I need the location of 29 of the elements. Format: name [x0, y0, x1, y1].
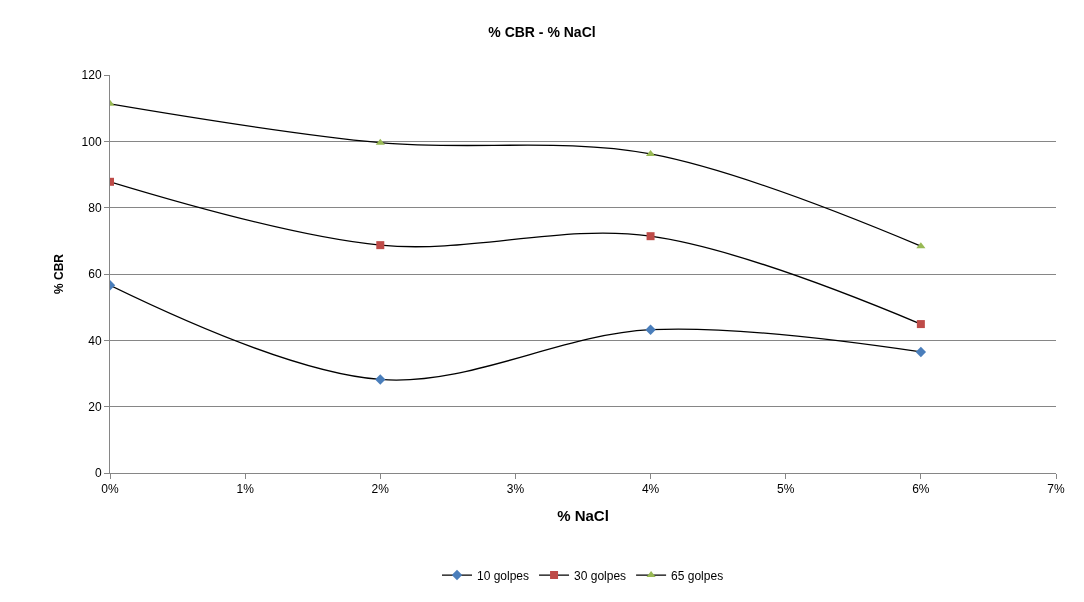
y-tick-label: 60: [88, 267, 102, 282]
y-tick-label: 20: [88, 399, 102, 414]
point: [916, 320, 925, 329]
x-tick-label: 3%: [506, 482, 525, 497]
x-tick-label: 5%: [777, 482, 795, 497]
y-tick-label: 80: [88, 200, 102, 215]
x-tick-label: 6%: [912, 482, 930, 497]
x-tick-label: 4%: [641, 482, 660, 497]
x-axis-title: % NaCl: [557, 507, 609, 525]
x-tick-label: 1%: [236, 482, 255, 497]
y-tick-label: 40: [88, 333, 102, 348]
legend-label: 65 golpes: [671, 568, 724, 583]
y-axis-title: % CBR: [51, 253, 66, 295]
y-tick-label: 0: [94, 466, 102, 481]
x-tick-label: 7%: [1047, 482, 1065, 497]
point: [375, 138, 385, 145]
point: [375, 374, 386, 385]
legend-label: 30 golpes: [574, 568, 627, 583]
chart-title: % CBR - % NaCl: [488, 23, 596, 40]
y-tick-label: 100: [81, 134, 102, 149]
y-tick-label: 120: [81, 68, 102, 83]
point: [646, 232, 655, 241]
x-tick-label: 0%: [101, 482, 119, 497]
x-tick-label: 2%: [371, 482, 390, 497]
point: [915, 346, 927, 358]
point: [376, 241, 385, 250]
point: [645, 324, 656, 335]
legend-label: 10 golpes: [477, 568, 530, 583]
point: [916, 242, 926, 249]
